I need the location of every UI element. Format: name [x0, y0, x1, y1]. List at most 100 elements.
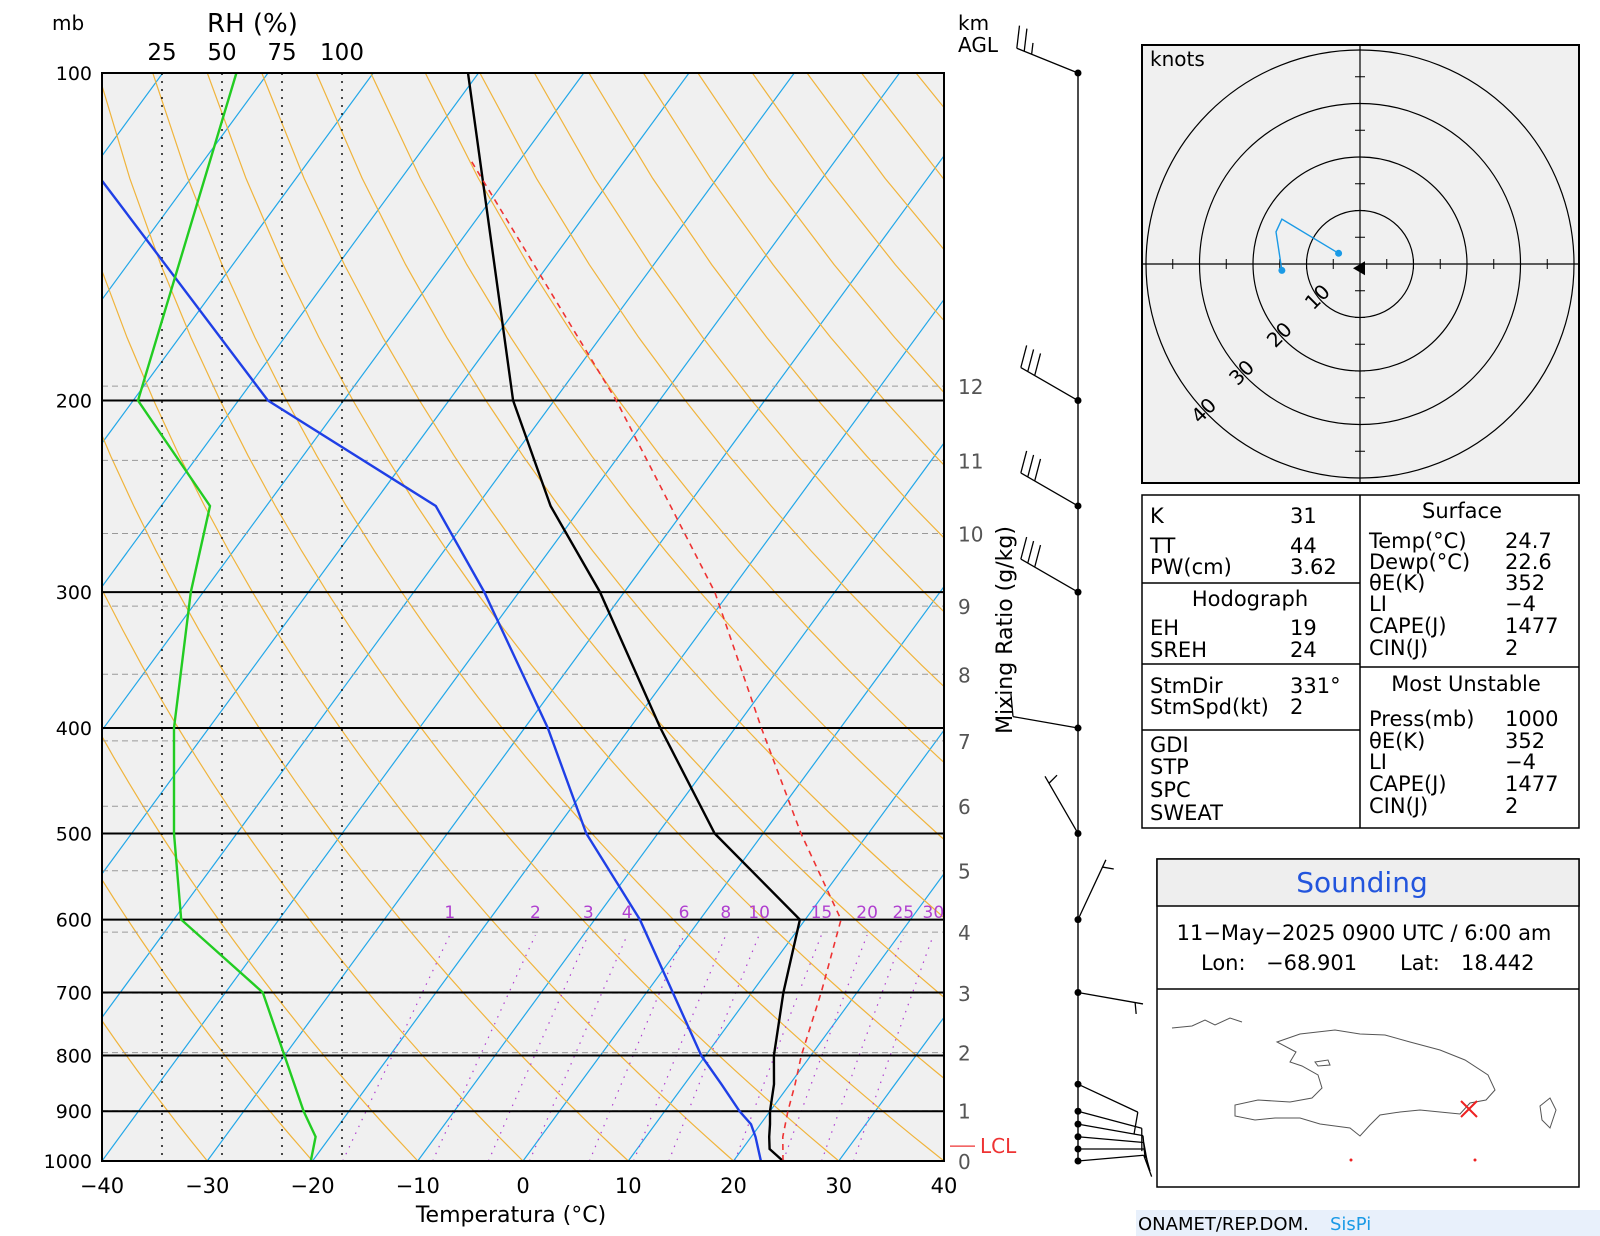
- height-tick-label: 11: [958, 449, 983, 473]
- pressure-tick-label: 500: [56, 823, 92, 845]
- wind-barb: [1044, 774, 1079, 834]
- pressure-tick-label: 1000: [44, 1151, 92, 1173]
- surface-dewp-label: Dewp(°C): [1369, 550, 1470, 574]
- mu-cin-label: CIN(J): [1369, 794, 1428, 818]
- isotherm-line: [102, 73, 900, 1161]
- rh-tick-label: 100: [320, 40, 364, 66]
- temperature-tick-label: 30: [825, 1174, 852, 1198]
- isotherm-line: [102, 73, 374, 445]
- plot-area: [102, 73, 944, 1161]
- map-island-east: [1539, 1097, 1557, 1129]
- surface-cin-label: CIN(J): [1369, 636, 1428, 660]
- mixing-ratio-tick-label: 4: [622, 903, 633, 923]
- wind-barb: [1010, 693, 1079, 729]
- mu-li-label: LI: [1369, 750, 1387, 774]
- surface-dewp-value: 22.6: [1505, 550, 1552, 574]
- temperature-series-line: [466, 73, 802, 1161]
- index-spc-label: SPC: [1150, 778, 1191, 802]
- surface-cin-value: 2: [1505, 636, 1518, 660]
- footer-bar: [1136, 1210, 1600, 1236]
- mixing-ratio-tick-label: 1: [444, 903, 455, 923]
- rh-tick-label: 75: [267, 40, 296, 66]
- mixing-ratio-tick-label: 25: [892, 903, 914, 923]
- lat-label: Lat:: [1400, 951, 1440, 975]
- mixing-ratio-line: [528, 934, 628, 1161]
- rh-series-line: [136, 73, 317, 1161]
- pressure-tick-label: 200: [56, 391, 92, 413]
- lcl-label: LCL: [980, 1134, 1017, 1158]
- pressure-tick-label: 800: [56, 1046, 92, 1068]
- index-k-label: K: [1150, 504, 1165, 528]
- dry-adiabat-line: [588, 73, 944, 539]
- plot-frame: [101, 72, 945, 1162]
- hodograph-point: [1278, 266, 1286, 274]
- map-dot-2: [1473, 1158, 1477, 1162]
- location-marker: [1460, 1100, 1478, 1118]
- dry-adiabat-line: [261, 73, 944, 999]
- dry-adiabat-line: [102, 1019, 208, 1161]
- dry-adiabat-line: [152, 73, 944, 1161]
- index-stmspd-label: StmSpd(kt): [1150, 695, 1269, 719]
- surface-li-label: LI: [1369, 592, 1387, 616]
- mu-li-value: −4: [1505, 750, 1536, 774]
- temperature-tick-label: −10: [396, 1174, 440, 1198]
- sounding-info-box: [1156, 858, 1580, 1188]
- index-tt-label: TT: [1149, 534, 1175, 558]
- pressure-tick-label: 100: [56, 63, 92, 85]
- pressure-tick-label: 900: [56, 1101, 92, 1123]
- dry-adiabat-line: [102, 269, 734, 1161]
- height-tick-label: 5: [958, 860, 971, 884]
- wind-barb: [1077, 991, 1144, 1014]
- mu-thetae-label: θE(K): [1369, 729, 1425, 753]
- isotherm-line: [102, 73, 795, 1019]
- height-tick-label: 7: [958, 730, 971, 754]
- rh-tick-label: 25: [147, 40, 176, 66]
- mixing-ratio-tick-label: 10: [748, 903, 770, 923]
- hodograph-trace: [1275, 218, 1339, 271]
- wind-barb: [1077, 1154, 1153, 1177]
- height-tick-label: 0: [958, 1150, 971, 1174]
- temperature-tick-label: 40: [931, 1174, 958, 1198]
- index-pw-label: PW(cm): [1150, 555, 1232, 579]
- footer-brand: SisPi: [1330, 1214, 1371, 1235]
- wind-barb: [1077, 1110, 1143, 1152]
- temperature-tick-label: 20: [720, 1174, 747, 1198]
- dry-adiabat-line: [370, 73, 944, 841]
- dry-adiabat-line: [102, 433, 629, 1161]
- temperature-tick-label: 10: [615, 1174, 642, 1198]
- pressure-tick-label: 700: [56, 982, 92, 1004]
- map-dot-1: [1349, 1158, 1353, 1162]
- dry-adiabat-line: [206, 73, 944, 1080]
- mixing-ratio-line: [734, 934, 822, 1161]
- index-gdi-label: GDI: [1150, 733, 1189, 757]
- mu-cape-value: 1477: [1505, 772, 1558, 796]
- dry-adiabat-line: [315, 73, 944, 919]
- footer-org: ONAMET/REP.DOM.: [1138, 1214, 1309, 1235]
- height-tick-label: 1: [958, 1100, 971, 1124]
- surface-thetae-label: θE(K): [1369, 571, 1425, 595]
- mixing-ratio-line: [782, 934, 868, 1161]
- index-eh-value: 19: [1290, 616, 1317, 640]
- height-unit-label: km: [958, 11, 989, 35]
- storm-motion-marker: [1353, 261, 1365, 276]
- mu-thetae-value: 352: [1505, 729, 1545, 753]
- wind-barb: [1016, 25, 1079, 74]
- sounding-datetime: 11−May−2025 0900 UTC / 6:00 am: [1177, 921, 1552, 945]
- index-sreh-label: SREH: [1150, 638, 1207, 662]
- index-stmspd-value: 2: [1290, 695, 1303, 719]
- mu-press-value: 1000: [1505, 707, 1558, 731]
- isotherm-line: [206, 154, 944, 1161]
- dry-adiabat-line: [102, 588, 524, 1161]
- rh-tick-label: 50: [207, 40, 236, 66]
- pressure-unit-label: mb: [52, 11, 84, 35]
- parcel-series-line: [469, 158, 842, 1161]
- mixing-ratio-line: [821, 934, 904, 1161]
- sounding-title: Sounding: [1296, 866, 1427, 899]
- surface-cape-label: CAPE(J): [1369, 614, 1447, 638]
- lon-label: Lon:: [1201, 951, 1246, 975]
- surface-temp-value: 24.7: [1505, 529, 1552, 553]
- height-tick-label: 3: [958, 982, 971, 1006]
- mixing-ratio-tick-label: 30: [923, 903, 945, 923]
- location-map: [1171, 1017, 1557, 1137]
